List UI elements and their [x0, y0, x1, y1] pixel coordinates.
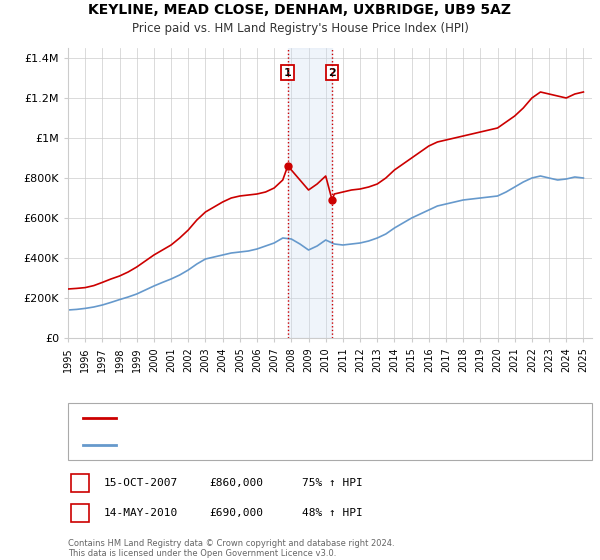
Text: 2: 2: [76, 508, 84, 518]
Text: 75% ↑ HPI: 75% ↑ HPI: [302, 478, 363, 488]
Text: 1: 1: [284, 68, 292, 78]
Text: 14-MAY-2010: 14-MAY-2010: [104, 508, 178, 518]
Text: KEYLINE, MEAD CLOSE, DENHAM, UXBRIDGE, UB9 5AZ (detached house): KEYLINE, MEAD CLOSE, DENHAM, UXBRIDGE, U…: [123, 413, 479, 423]
Text: HPI: Average price, detached house, Buckinghamshire: HPI: Average price, detached house, Buck…: [123, 440, 389, 450]
Text: £860,000: £860,000: [209, 478, 263, 488]
Text: Contains HM Land Registry data © Crown copyright and database right 2024.
This d: Contains HM Land Registry data © Crown c…: [68, 539, 395, 558]
Text: £690,000: £690,000: [209, 508, 263, 518]
Text: 48% ↑ HPI: 48% ↑ HPI: [302, 508, 363, 518]
Text: 2: 2: [328, 68, 336, 78]
Text: 15-OCT-2007: 15-OCT-2007: [104, 478, 178, 488]
Text: Price paid vs. HM Land Registry's House Price Index (HPI): Price paid vs. HM Land Registry's House …: [131, 22, 469, 35]
Text: KEYLINE, MEAD CLOSE, DENHAM, UXBRIDGE, UB9 5AZ: KEYLINE, MEAD CLOSE, DENHAM, UXBRIDGE, U…: [89, 3, 511, 17]
Text: 1: 1: [76, 478, 84, 488]
Bar: [288, 48, 332, 338]
